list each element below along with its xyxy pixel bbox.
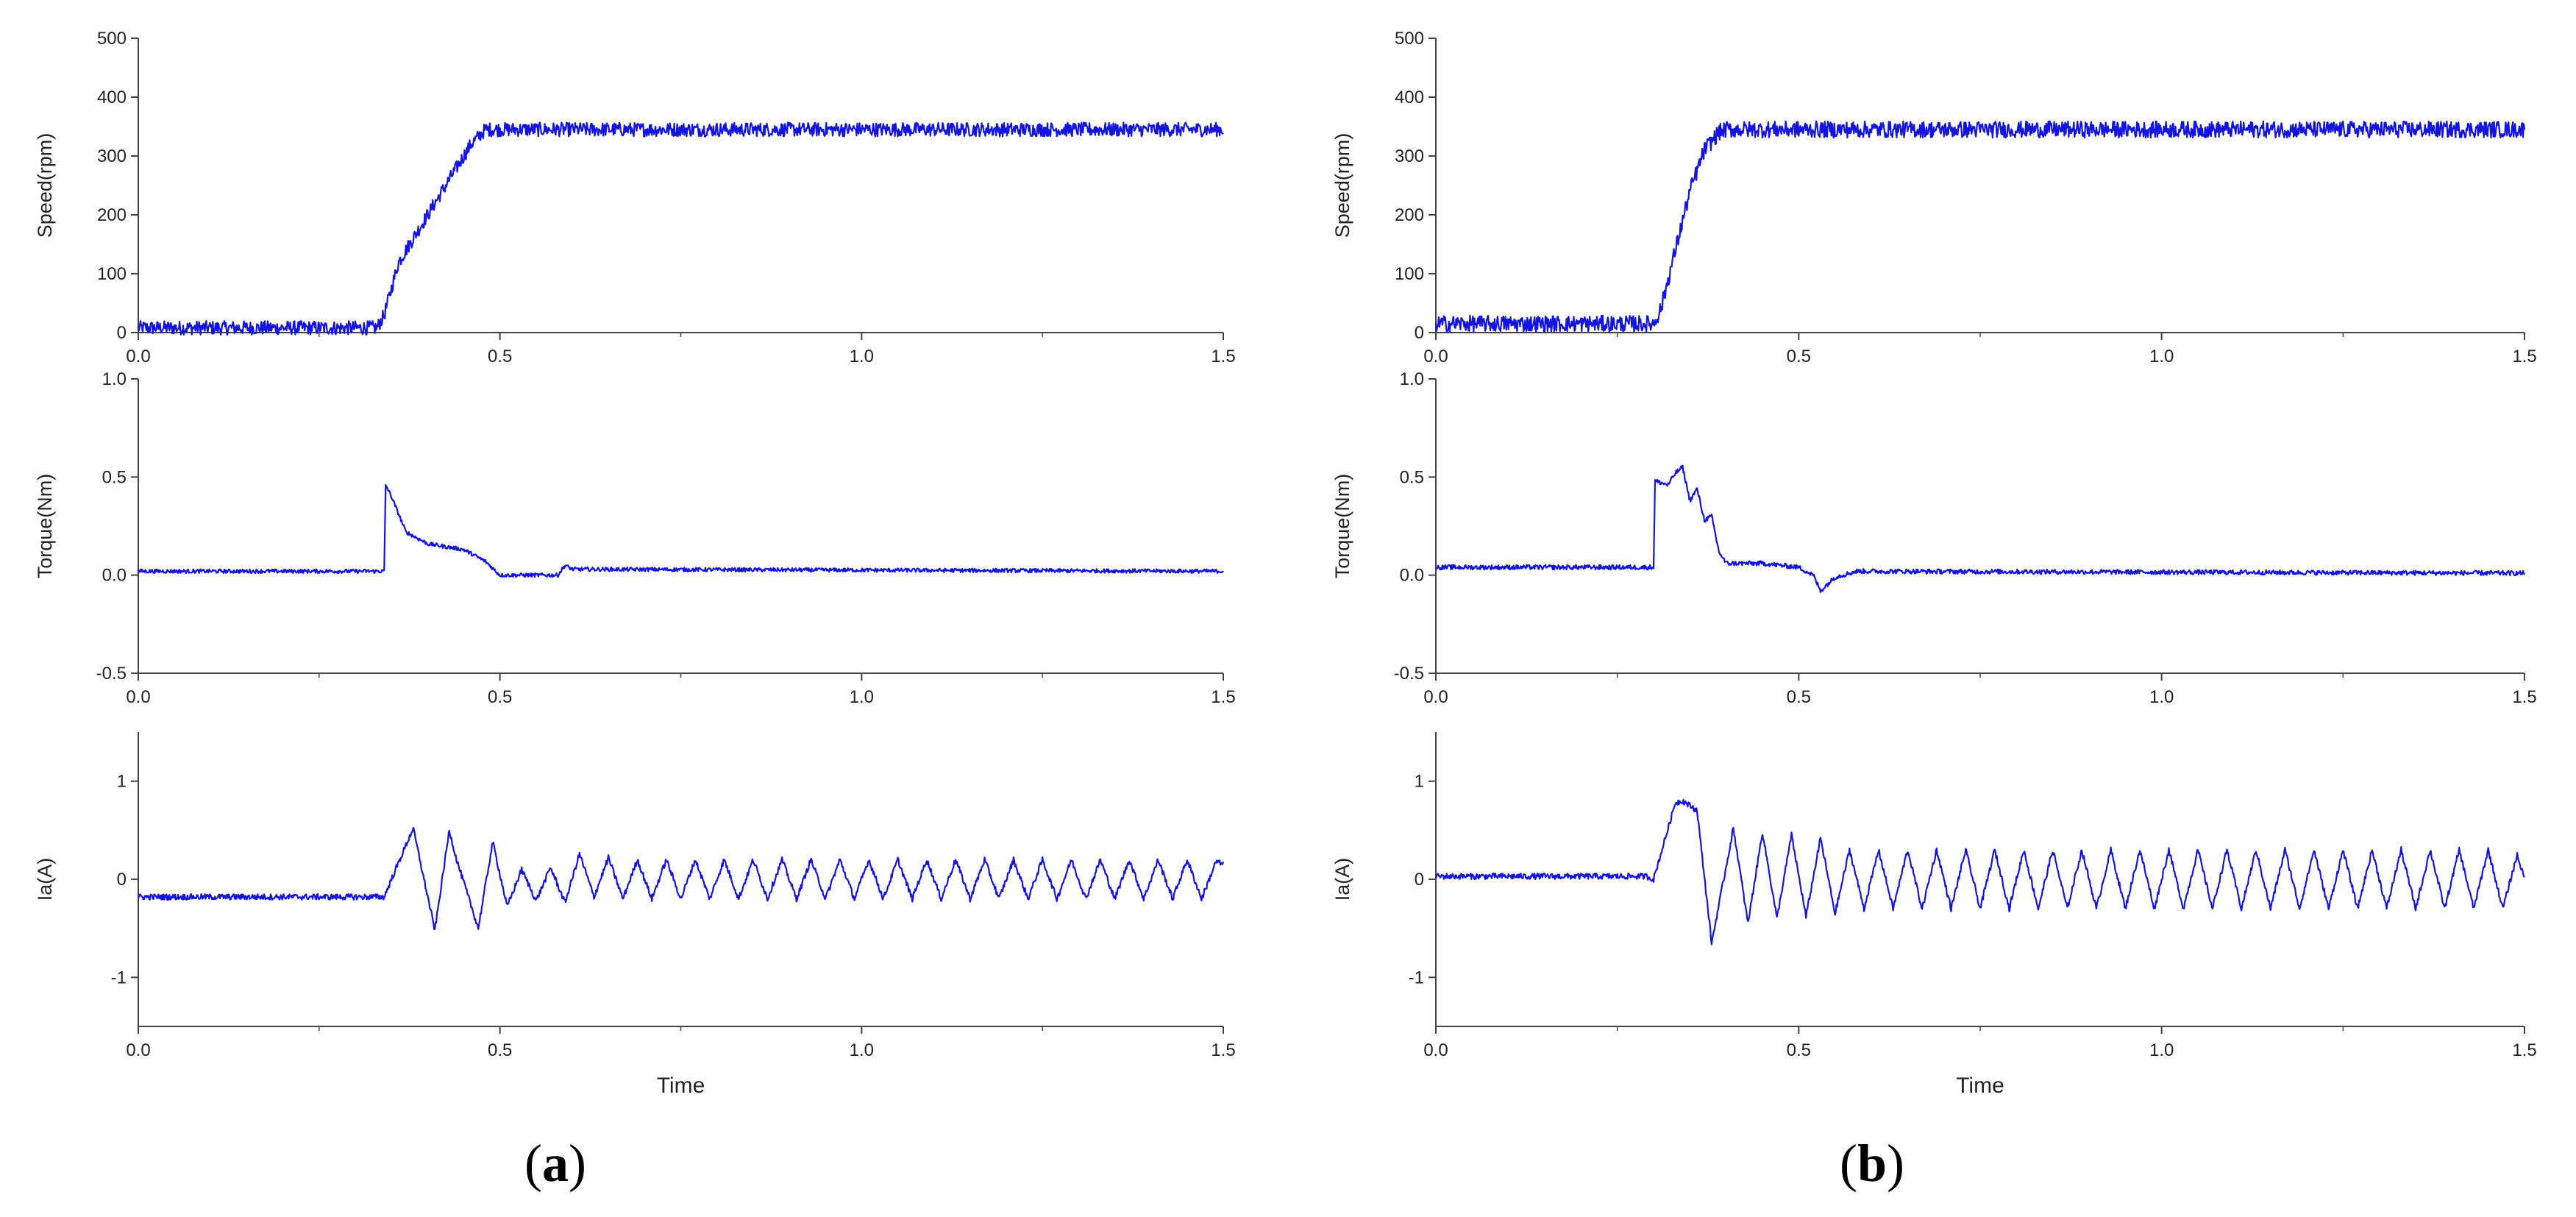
panel-label-b: (b) <box>1839 1134 1904 1193</box>
chart-b-5-ytick-label: -1 <box>1409 968 1424 987</box>
chart-a-2-xtick-label: 1.5 <box>1211 1040 1235 1060</box>
chart-b-5-ylabel: Ia(A) <box>1331 858 1353 901</box>
chart-b-5-xtick-label: 0.0 <box>1423 1040 1448 1060</box>
chart-a-2-series-line <box>137 827 1225 930</box>
chart-b-5-xtick-label: 1.0 <box>2149 1040 2174 1060</box>
chart-a-0-ytick-label: 500 <box>97 29 127 49</box>
chart-a-1-ytick-label: 0.0 <box>102 566 127 586</box>
chart-b-4-ytick-label: 0.0 <box>1400 566 1424 586</box>
chart-b-3-ytick-label: 500 <box>1395 29 1424 49</box>
chart-a-2-ytick-label: 0 <box>117 870 127 890</box>
chart-b-3-ylabel: Speed(rpm) <box>1331 133 1353 238</box>
chart-b-3-xtick-label: 1.0 <box>2149 347 2174 366</box>
chart-a-0-xtick-label: 0.0 <box>126 347 150 366</box>
chart-a-1-xtick-label: 0.0 <box>126 687 150 707</box>
chart-a-2-xtick-label: 1.0 <box>850 1040 874 1060</box>
chart-b-4-xtick-label: 0.5 <box>1787 687 1811 707</box>
chart-a-0-ytick-label: 400 <box>97 88 127 107</box>
chart-a-2-ytick-label: -1 <box>111 968 127 987</box>
chart-a-1-ylabel: Torque(Nm) <box>34 474 56 579</box>
chart-a-1-ytick-label: 0.5 <box>102 467 127 487</box>
chart-a-0-ytick-label: 200 <box>97 205 127 225</box>
chart-a-2-ylabel: Ia(A) <box>34 858 56 901</box>
chart-a-2-xtick-label: 0.0 <box>126 1040 150 1060</box>
chart-b-3-ytick-label: 200 <box>1395 205 1424 225</box>
chart-a-0-xtick-label: 1.5 <box>1211 347 1235 366</box>
panel-label-a: (a) <box>524 1134 586 1193</box>
chart-a-0-series-line <box>137 121 1224 336</box>
chart-b-4-ytick-label: -0.5 <box>1394 664 1424 684</box>
chart-b-3-ytick-label: 300 <box>1395 146 1424 166</box>
chart-b-3-ytick-label: 100 <box>1395 264 1424 284</box>
chart-b-5-ytick-label: 1 <box>1415 772 1424 792</box>
chart-a-2-ytick-label: 1 <box>117 772 127 792</box>
chart-b-5-series-line <box>1434 798 2525 945</box>
chart-b-5-ytick-label: 0 <box>1415 870 1424 890</box>
chart-b-4-xtick-label: 1.0 <box>2149 687 2174 707</box>
chart-b-4-ytick-label: 1.0 <box>1400 369 1424 389</box>
chart-a-1-ytick-label: 1.0 <box>102 369 127 389</box>
chart-a-1-series-line <box>137 484 1224 578</box>
chart-a-2-xtick-label: 0.5 <box>488 1040 512 1060</box>
chart-b-3-xtick-label: 1.5 <box>2512 347 2536 366</box>
chart-b-3-xtick-label: 0.5 <box>1787 347 1811 366</box>
chart-b-5-xlabel: Time <box>1956 1074 2004 1098</box>
chart-b-3-ytick-label: 400 <box>1395 88 1424 107</box>
chart-a-0-xtick-label: 0.5 <box>488 347 512 366</box>
chart-b-5-xtick-label: 0.5 <box>1787 1040 1811 1060</box>
chart-a-1-ytick-label: -0.5 <box>96 664 127 684</box>
chart-b-4-xtick-label: 0.0 <box>1423 687 1448 707</box>
chart-a-0-ytick-label: 300 <box>97 146 127 166</box>
chart-b-4-series-line <box>1435 464 2525 593</box>
chart-b-4-xtick-label: 1.5 <box>2512 687 2536 707</box>
chart-b-5-xtick-label: 1.5 <box>2512 1040 2536 1060</box>
chart-b-4-ytick-label: 0.5 <box>1400 467 1424 487</box>
chart-b-4-ylabel: Torque(Nm) <box>1331 474 1353 579</box>
chart-b-3-ytick-label: 0 <box>1415 323 1424 343</box>
chart-b-3-xtick-label: 0.0 <box>1423 347 1448 366</box>
chart-a-0-xtick-label: 1.0 <box>850 347 874 366</box>
chart-a-1-xtick-label: 1.5 <box>1211 687 1235 707</box>
chart-a-2-xlabel: Time <box>657 1074 705 1098</box>
chart-a-1-xtick-label: 0.5 <box>488 687 512 707</box>
chart-a-0-ylabel: Speed(rpm) <box>34 133 56 238</box>
chart-a-1-xtick-label: 1.0 <box>850 687 874 707</box>
chart-b-3-series-line <box>1434 120 2526 333</box>
chart-a-0-ytick-label: 0 <box>117 323 127 343</box>
chart-a-0-ytick-label: 100 <box>97 264 127 284</box>
